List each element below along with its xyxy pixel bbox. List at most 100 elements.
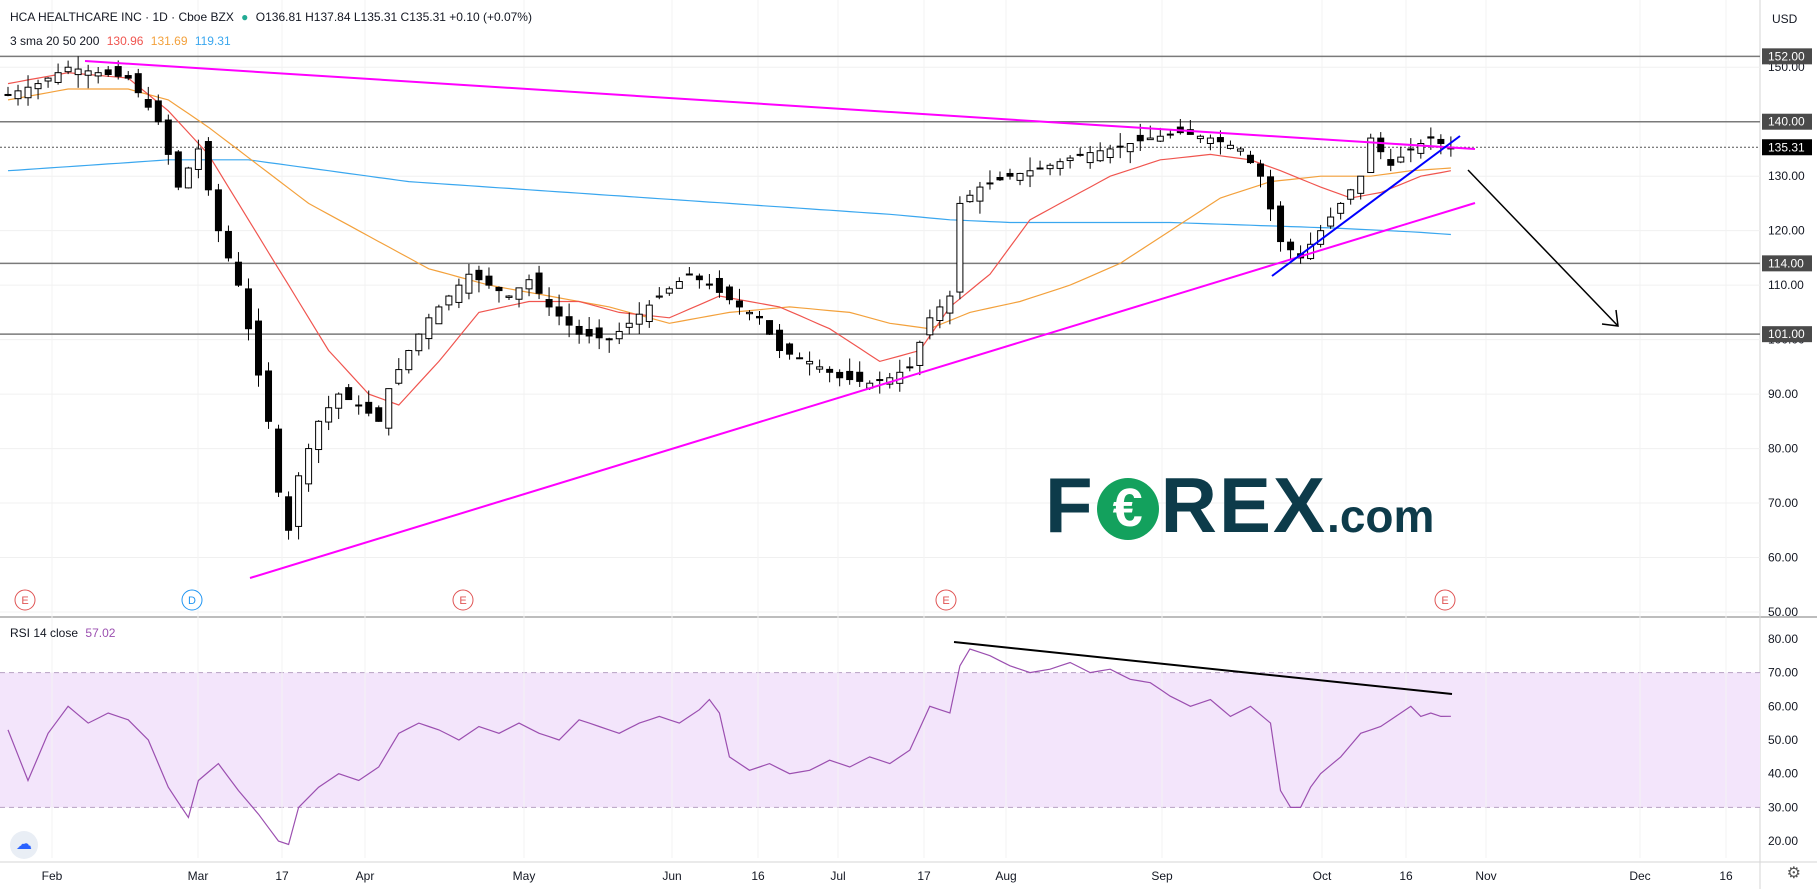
candle[interactable]: [846, 370, 854, 381]
candle[interactable]: [1196, 135, 1204, 140]
candle[interactable]: [1206, 137, 1214, 144]
candle[interactable]: [605, 338, 613, 341]
candle[interactable]: [936, 306, 944, 322]
candle[interactable]: [184, 167, 192, 189]
candle[interactable]: [194, 148, 202, 170]
candle[interactable]: [405, 350, 413, 371]
candle[interactable]: [24, 86, 32, 99]
candle[interactable]: [1096, 150, 1104, 162]
candle[interactable]: [1086, 152, 1094, 164]
candle[interactable]: [84, 70, 92, 76]
candle[interactable]: [1347, 189, 1355, 200]
candle[interactable]: [1277, 205, 1285, 243]
projection-arrow[interactable]: [1467, 169, 1619, 327]
candle[interactable]: [776, 329, 784, 352]
candle[interactable]: [1166, 133, 1174, 136]
candle[interactable]: [1106, 148, 1114, 158]
candle[interactable]: [515, 287, 523, 300]
candle[interactable]: [224, 230, 232, 259]
candle[interactable]: [665, 288, 673, 294]
dividend-marker[interactable]: [181, 589, 203, 611]
resistance-trendline[interactable]: [84, 60, 1476, 150]
candle[interactable]: [435, 306, 443, 325]
candle[interactable]: [375, 407, 383, 422]
candle[interactable]: [104, 69, 112, 76]
candle[interactable]: [174, 151, 182, 188]
candle[interactable]: [1066, 157, 1074, 162]
candle[interactable]: [806, 360, 814, 365]
sma-legend[interactable]: 3 sma 20 50 200 130.96 131.69 119.31: [10, 34, 235, 48]
candle[interactable]: [1216, 137, 1224, 143]
candle[interactable]: [465, 273, 473, 294]
candle[interactable]: [1337, 202, 1345, 214]
rsi-legend[interactable]: RSI 14 close 57.02: [10, 626, 119, 640]
candle[interactable]: [425, 317, 433, 340]
rsi-divergence-trendline[interactable]: [953, 641, 1453, 695]
candle[interactable]: [655, 295, 663, 298]
candle[interactable]: [585, 328, 593, 337]
candle[interactable]: [365, 401, 373, 414]
candle[interactable]: [625, 322, 633, 328]
candle[interactable]: [756, 315, 763, 319]
candle[interactable]: [735, 300, 743, 308]
candle[interactable]: [1006, 172, 1014, 177]
candle[interactable]: [1287, 241, 1295, 251]
candle[interactable]: [455, 284, 463, 303]
candle[interactable]: [415, 333, 423, 352]
candle[interactable]: [315, 420, 323, 451]
candle[interactable]: [525, 279, 533, 290]
candle[interactable]: [14, 90, 22, 100]
candle[interactable]: [946, 295, 954, 314]
candle[interactable]: [1267, 176, 1275, 210]
candle[interactable]: [475, 269, 483, 281]
candle[interactable]: [244, 288, 252, 330]
candle[interactable]: [295, 475, 303, 527]
candle[interactable]: [976, 186, 984, 202]
candle[interactable]: [1026, 170, 1034, 177]
candle[interactable]: [265, 370, 273, 422]
candle[interactable]: [134, 73, 142, 94]
candle[interactable]: [996, 177, 1004, 181]
candle[interactable]: [545, 299, 553, 308]
candle[interactable]: [986, 182, 994, 185]
gear-icon[interactable]: ⚙: [1786, 865, 1801, 882]
candle[interactable]: [555, 306, 563, 317]
candle[interactable]: [64, 66, 72, 73]
candle[interactable]: [204, 141, 212, 191]
candle[interactable]: [1417, 143, 1425, 154]
candle[interactable]: [916, 341, 924, 366]
candle[interactable]: [796, 357, 804, 360]
candle[interactable]: [285, 496, 293, 531]
candle[interactable]: [1257, 163, 1264, 177]
candle[interactable]: [114, 66, 122, 77]
candle[interactable]: [1327, 216, 1335, 227]
earnings-marker[interactable]: [935, 589, 957, 611]
candle[interactable]: [565, 316, 573, 326]
candle[interactable]: [956, 202, 964, 293]
earnings-marker[interactable]: [452, 589, 474, 611]
candle[interactable]: [745, 311, 753, 315]
candle[interactable]: [305, 448, 313, 485]
candle[interactable]: [505, 295, 513, 298]
candle[interactable]: [485, 275, 493, 286]
candle[interactable]: [54, 72, 62, 83]
candle[interactable]: [124, 75, 132, 79]
candle[interactable]: [685, 273, 693, 276]
candle[interactable]: [826, 368, 834, 373]
candle[interactable]: [1226, 144, 1234, 149]
candle[interactable]: [1427, 136, 1435, 139]
candle[interactable]: [234, 261, 242, 286]
candle[interactable]: [1357, 175, 1365, 194]
candle[interactable]: [1036, 167, 1044, 170]
candle[interactable]: [535, 272, 543, 294]
candle[interactable]: [144, 99, 152, 108]
candle[interactable]: [675, 281, 683, 289]
candle[interactable]: [715, 277, 723, 293]
candle[interactable]: [214, 189, 222, 232]
candle[interactable]: [1156, 135, 1164, 142]
candle[interactable]: [1367, 137, 1375, 174]
candle[interactable]: [926, 317, 934, 336]
candle[interactable]: [1116, 145, 1124, 148]
candle[interactable]: [154, 100, 162, 123]
candle[interactable]: [1076, 153, 1084, 156]
